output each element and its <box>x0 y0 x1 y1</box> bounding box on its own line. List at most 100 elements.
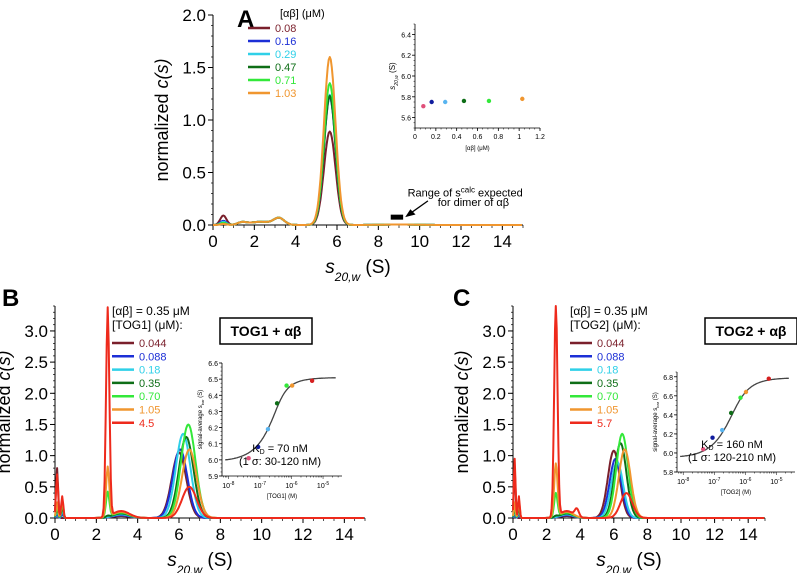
x-tick-label: 4 <box>575 525 584 544</box>
y-tick-label: 3.0 <box>482 322 506 341</box>
y-tick-label: 0.5 <box>482 478 506 497</box>
inset-x-tick-label: 0.6 <box>473 134 483 141</box>
legend-label: 0.29 <box>275 49 296 61</box>
y-tick-label: 0.5 <box>24 478 48 497</box>
inset-y-tick-label: 6.5 <box>208 377 218 384</box>
y-tick-label: 1.0 <box>482 447 506 466</box>
inset-x-tick-label: 0.8 <box>493 134 503 141</box>
title-box <box>219 317 313 345</box>
inset-y-tick-label: 6.2 <box>663 432 673 439</box>
inset-y-tick-label: 5.6 <box>401 116 411 123</box>
y-tick-label: 1.0 <box>182 111 206 130</box>
inset-x-tick-label: 10-6 <box>739 477 751 486</box>
inset-fit-curve <box>225 377 336 461</box>
legend-label: 0.35 <box>139 378 160 390</box>
inset-data-point <box>284 383 289 388</box>
inset-x-tick-label: 0.4 <box>452 134 462 141</box>
legend-label: 0.16 <box>275 36 296 48</box>
x-tick-label: 14 <box>493 232 512 251</box>
x-tick-label: 6 <box>174 525 183 544</box>
x-tick-label: 2 <box>92 525 101 544</box>
inset-y-tick-label: 6.2 <box>208 426 218 433</box>
y-tick-label: 2.5 <box>482 353 506 372</box>
legend-label: 0.088 <box>139 351 167 363</box>
x-tick-label: 6 <box>332 232 341 251</box>
panel-C: C 0.0 0.5 1.0 1.5 2.0 2.5 3.0 0 2 4 6 8 10 12 14 normali… <box>452 285 797 573</box>
y-tick-label: 2.0 <box>482 384 506 403</box>
x-tick-label: 2 <box>250 232 259 251</box>
series-line-1.03 <box>213 56 522 226</box>
arrow-head-icon <box>405 209 416 218</box>
panel-B: B 0.0 0.5 1.0 1.5 2.0 2.5 3.0 0 2 4 6 8 10 12 14 normali… <box>0 285 366 573</box>
x-tick-label: 12 <box>452 232 471 251</box>
chart-title: TOG1 + αβ <box>231 323 302 339</box>
y-axis-label: normalized c(s) <box>452 350 472 473</box>
legend-label: 0.47 <box>275 62 296 74</box>
inset-x-tick-label: 10-8 <box>222 481 234 490</box>
inset-y-tick-label: 5.9 <box>208 474 218 481</box>
inset-x-tick-label: 1 <box>517 134 521 141</box>
x-tick-label: 8 <box>643 525 652 544</box>
inset-y-tick-label: 6.6 <box>663 394 673 401</box>
inset-y-tick-label: 6.0 <box>401 74 411 81</box>
inset-data-point <box>743 389 749 395</box>
inset-data-point <box>710 435 715 440</box>
legend-title-line2: [TOG1] (μM): <box>112 318 183 332</box>
x-tick-label: 0 <box>508 525 517 544</box>
inset-data-point <box>443 99 448 105</box>
inset-y-tick-label: 6.0 <box>663 451 673 458</box>
legend: [αβ] (μM) 0.080.160.290.470.711.03 <box>248 8 325 100</box>
x-tick-label: 2 <box>542 525 551 544</box>
inset-data-point <box>700 446 706 452</box>
x-axis-label: s20,w (S) <box>325 257 390 284</box>
y-tick-label: 1.0 <box>24 447 48 466</box>
y-tick-label: 0.0 <box>24 509 48 528</box>
kd-text: KD = 70 nM <box>252 443 308 456</box>
panel-label: B <box>2 285 19 312</box>
y-tick-label: 2.0 <box>182 6 206 25</box>
inset-data-point <box>738 395 743 400</box>
inset-y-tick-label: 5.8 <box>401 95 411 102</box>
inset-data-point <box>246 456 251 461</box>
panel-label: A <box>237 6 254 33</box>
y-tick-label: 3.0 <box>24 322 48 341</box>
inset-x-tick-label: 10-5 <box>770 477 782 486</box>
y-tick-label: 0.5 <box>182 164 206 183</box>
inset-x-tick-label: 10-7 <box>254 481 266 490</box>
y-tick-label: 1.5 <box>182 59 206 78</box>
y-tick-label: 2.5 <box>24 353 48 372</box>
inset-data-point <box>461 98 467 104</box>
x-tick-label: 8 <box>374 232 383 251</box>
inset-y-tick-label: 5.8 <box>663 470 673 477</box>
inset-y-tick-label: 6.2 <box>401 53 411 60</box>
y-tick-label: 0.0 <box>182 216 206 235</box>
legend-label: 0.70 <box>597 391 618 403</box>
panel-label: C <box>453 285 470 312</box>
x-tick-label: 14 <box>335 525 354 544</box>
y-tick-label: 0.0 <box>482 509 506 528</box>
inset-plot: 5.9 6.0 6.1 6.2 6.3 6.4 6.5 6.6 10-8 10-7 10-6 10-5… <box>198 361 342 500</box>
inset-plot: 5.6 5.8 6.0 6.2 6.4 0 0.2 0.4 0.6 0.8 1 1.2 [αβ] (μM… <box>388 23 545 152</box>
inset-y-tick-label: 6.1 <box>208 442 218 449</box>
y-axis-label: normalized c(s) <box>0 350 14 473</box>
kd-ci-text: (1 σ: 120-210 nM) <box>688 452 776 464</box>
x-tick-label: 4 <box>291 232 300 251</box>
chart-title: TOG2 + αβ <box>716 323 787 339</box>
inset-data-point <box>255 444 261 450</box>
legend-title-line1: [αβ] = 0.35 μM <box>112 304 190 318</box>
x-tick-label: 10 <box>672 525 691 544</box>
y-axis-label: normalized c(s) <box>152 58 172 181</box>
title-box <box>704 317 797 345</box>
x-tick-label: 14 <box>739 525 758 544</box>
x-tick-label: 0 <box>208 232 217 251</box>
x-tick-label: 12 <box>294 525 313 544</box>
legend-title-line1: [αβ] = 0.35 μM <box>570 304 648 318</box>
inset-y-axis-label: signal-average sbar (S) <box>653 392 660 451</box>
inset-x-tick-label: 0 <box>413 134 417 141</box>
series-line-0.70 <box>54 423 364 519</box>
x-axis-label: s20,w (S) <box>596 550 661 573</box>
inset-data-point <box>309 378 315 383</box>
x-tick-label: 10 <box>410 232 429 251</box>
